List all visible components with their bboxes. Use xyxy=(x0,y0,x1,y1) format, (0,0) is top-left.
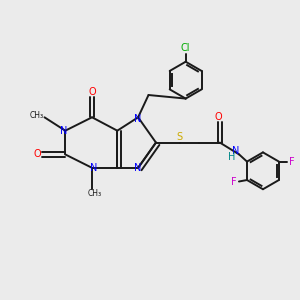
Text: CH₃: CH₃ xyxy=(88,189,102,198)
Text: Cl: Cl xyxy=(181,44,190,53)
Text: N: N xyxy=(134,114,142,124)
Text: CH₃: CH₃ xyxy=(30,111,44,120)
Text: N: N xyxy=(232,146,239,157)
Text: O: O xyxy=(88,87,96,97)
Text: N: N xyxy=(134,163,142,173)
Text: N: N xyxy=(90,163,97,173)
Text: O: O xyxy=(33,149,41,160)
Text: S: S xyxy=(177,132,183,142)
Text: F: F xyxy=(289,157,295,166)
Text: O: O xyxy=(214,112,222,122)
Text: F: F xyxy=(231,176,237,187)
Text: N: N xyxy=(60,126,68,136)
Text: H: H xyxy=(228,152,236,162)
